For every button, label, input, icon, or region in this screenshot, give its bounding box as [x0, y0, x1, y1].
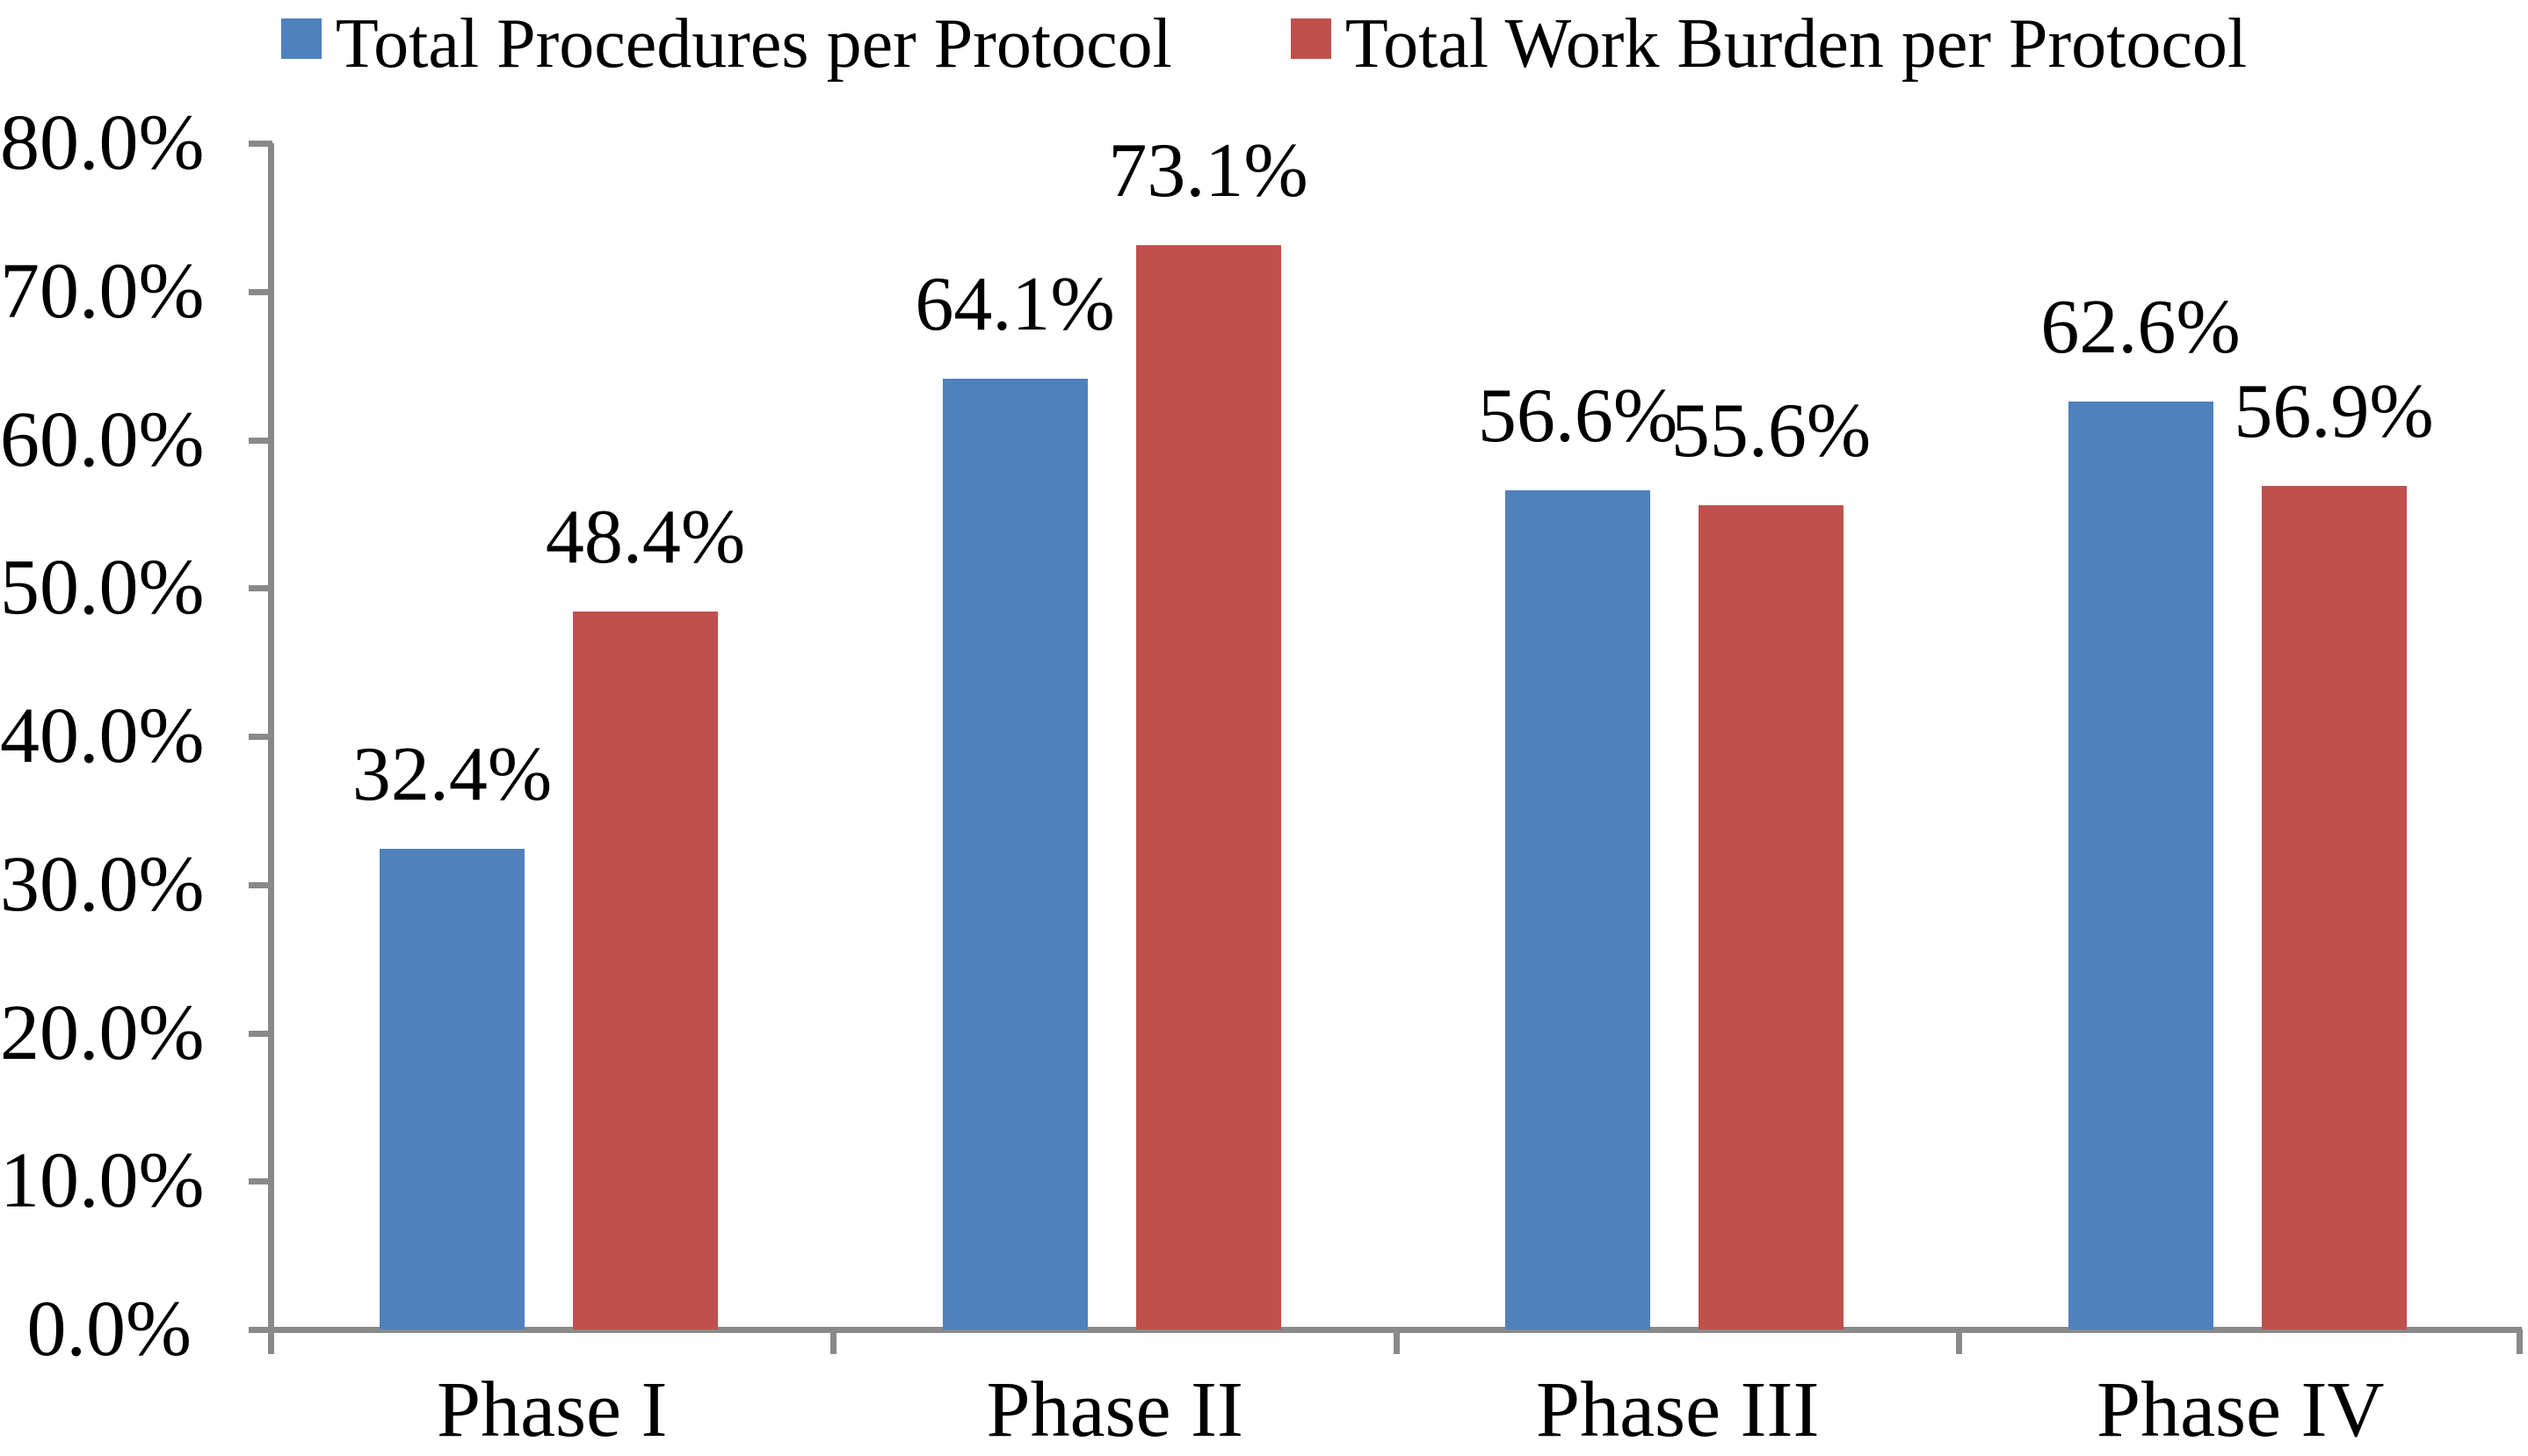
x-axis-tick: [830, 1329, 837, 1354]
x-axis-line: [249, 1327, 2522, 1333]
y-axis-tick-label: 10.0%: [0, 1137, 205, 1225]
bar-procedures-phase-i: [380, 849, 525, 1329]
bar-value-label-procedures-phase-ii: 64.1%: [915, 262, 1115, 348]
y-axis-tick-label: 40.0%: [0, 692, 205, 779]
x-axis-tick: [1393, 1329, 1400, 1354]
bar-procedures-phase-iv: [2068, 401, 2213, 1329]
bar-work-burden-phase-ii: [1135, 245, 1281, 1329]
bar-value-label-procedures-phase-iv: 62.6%: [2040, 284, 2241, 370]
x-axis-category-label-phase-iii: Phase III: [1536, 1366, 1820, 1453]
bar-value-label-procedures-phase-iii: 56.6%: [1477, 373, 1678, 459]
y-axis-tick: [249, 288, 272, 295]
bar-work-burden-phase-i: [573, 612, 718, 1329]
legend-swatch-procedures-icon: [280, 18, 322, 59]
x-axis-tick: [2516, 1329, 2523, 1354]
legend-item-work-burden: Total Work Burden per Protocol: [1290, 0, 2248, 88]
x-axis-category-label-phase-i: Phase I: [437, 1366, 668, 1453]
bar-value-label-work-burden-phase-iii: 55.6%: [1670, 388, 1872, 474]
y-axis-tick: [249, 437, 272, 444]
y-axis-tick-label: 50.0%: [0, 544, 205, 632]
legend-label-procedures: Total Procedures per Protocol: [335, 5, 1172, 83]
y-axis-tick-label: 60.0%: [0, 395, 205, 483]
bar-work-burden-phase-iv: [2261, 485, 2407, 1329]
bar-value-label-work-burden-phase-i: 48.4%: [545, 495, 746, 581]
bar-value-label-work-burden-phase-iv: 56.9%: [2234, 368, 2434, 454]
y-axis-tick: [249, 881, 272, 888]
x-axis-tick: [1956, 1329, 1962, 1354]
legend-swatch-work-burden-icon: [1290, 18, 1331, 59]
y-axis-tick: [249, 734, 272, 740]
legend-item-procedures: Total Procedures per Protocol: [280, 0, 1172, 88]
bar-value-label-work-burden-phase-ii: 73.1%: [1108, 128, 1308, 214]
x-axis-category-label-phase-ii: Phase II: [986, 1366, 1243, 1453]
x-axis-tick: [267, 1329, 274, 1354]
legend-label-work-burden: Total Work Burden per Protocol: [1344, 5, 2248, 83]
bar-value-label-procedures-phase-i: 32.4%: [351, 732, 553, 818]
y-axis-tick: [249, 585, 272, 592]
bar-procedures-phase-iii: [1505, 489, 1650, 1329]
y-axis-tick: [249, 141, 272, 147]
y-axis-tick-label: 0.0%: [26, 1286, 192, 1373]
y-axis-tick: [249, 1327, 272, 1333]
legend: Total Procedures per Protocol Total Work…: [0, 0, 2528, 88]
y-axis-tick: [249, 1030, 272, 1037]
x-axis-category-label-phase-iv: Phase IV: [2097, 1366, 2385, 1453]
bar-work-burden-phase-iii: [1699, 504, 1843, 1329]
y-axis-tick-label: 20.0%: [0, 989, 205, 1076]
bar-procedures-phase-ii: [942, 379, 1088, 1329]
y-axis-tick-label: 80.0%: [0, 99, 205, 186]
y-axis-tick-label: 30.0%: [0, 840, 205, 928]
y-axis-tick-label: 70.0%: [0, 247, 205, 335]
y-axis-tick: [249, 1178, 272, 1185]
